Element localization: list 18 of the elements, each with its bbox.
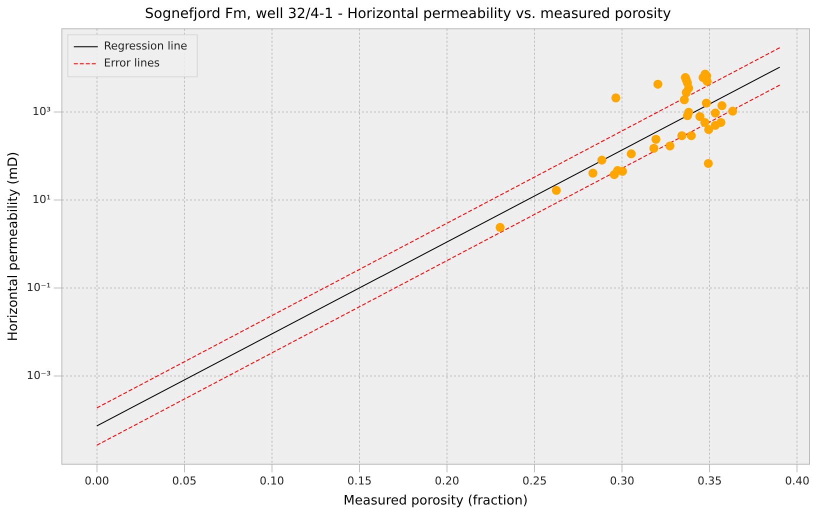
legend-label: Error lines — [104, 56, 160, 70]
y-tick-label: 10⁻³ — [26, 369, 51, 382]
x-tick-label: 0.10 — [260, 474, 284, 488]
y-tick-label: 10⁻¹ — [26, 281, 51, 294]
x-tick-label: 0.00 — [84, 474, 110, 488]
x-tick-label: 0.20 — [434, 474, 460, 488]
x-axis-title: Measured porosity (fraction) — [344, 494, 528, 509]
x-tick-label: 0.05 — [172, 474, 197, 488]
x-tick-label: 0.35 — [697, 474, 722, 488]
x-tick-label: 0.40 — [784, 474, 810, 488]
x-tick-label: 0.30 — [610, 474, 634, 488]
x-tick-label: 0.15 — [347, 474, 372, 488]
y-tick-label: 10¹ — [32, 192, 51, 206]
chart-title: Sognefjord Fm, well 32/4-1 - Horizontal permeability vs. measured porosity — [144, 6, 672, 22]
legend-label: Regression line — [104, 40, 188, 53]
x-tick-label: 0.25 — [522, 474, 547, 488]
y-tick-label: 10³ — [32, 104, 51, 118]
y-axis-title: Horizontal permeability (mD) — [6, 152, 22, 342]
